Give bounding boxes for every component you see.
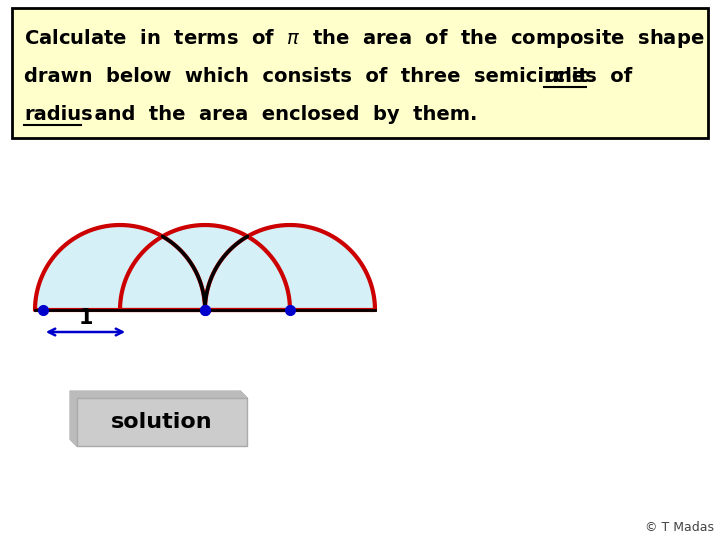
Text: drawn  below  which  consists  of  three  semicircles  of: drawn below which consists of three semi… xyxy=(24,66,646,85)
Text: and  the  area  enclosed  by  them.: and the area enclosed by them. xyxy=(81,105,477,124)
Text: Calculate  in  terms  of  $\pi$  the  area  of  the  composite  shape: Calculate in terms of $\pi$ the area of … xyxy=(24,26,704,50)
Polygon shape xyxy=(240,391,247,446)
Polygon shape xyxy=(205,225,375,310)
Text: radius: radius xyxy=(24,105,93,124)
Polygon shape xyxy=(35,225,205,310)
Text: unit: unit xyxy=(544,66,588,85)
Text: © T Madas: © T Madas xyxy=(645,521,714,534)
FancyBboxPatch shape xyxy=(77,398,247,446)
FancyBboxPatch shape xyxy=(12,8,708,138)
Polygon shape xyxy=(70,391,247,398)
Polygon shape xyxy=(70,391,77,446)
Text: 1: 1 xyxy=(78,308,93,328)
Polygon shape xyxy=(120,225,290,310)
Polygon shape xyxy=(70,439,247,446)
Text: solution: solution xyxy=(111,412,213,432)
